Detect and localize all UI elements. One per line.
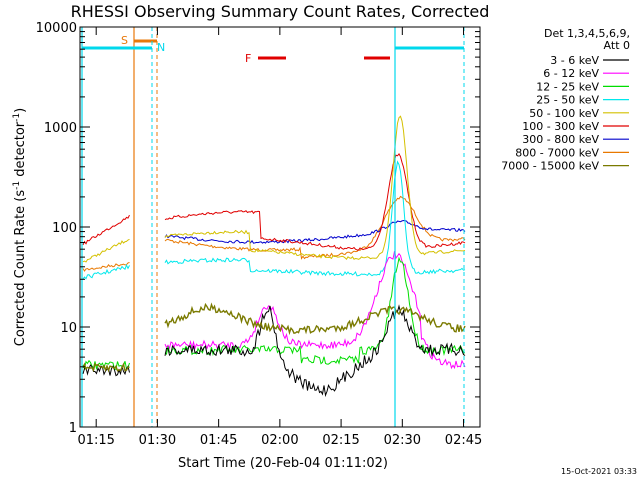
saa-flag-label: S	[121, 34, 128, 47]
legend-label: 6 - 12 keV	[543, 67, 599, 80]
y-tick-label: 1000	[44, 121, 77, 136]
legend-label: 300 - 800 keV	[522, 133, 599, 146]
y-tick-label: 10	[60, 321, 77, 336]
y-tick-label: 1	[69, 421, 77, 436]
plot-frame	[79, 26, 481, 428]
y-tick-label: 100	[52, 221, 77, 236]
x-tick-label: 02:15	[322, 433, 359, 448]
x-tick-label: 02:00	[261, 433, 298, 448]
legend-label: 12 - 25 keV	[536, 80, 599, 93]
legend-label: 3 - 6 keV	[550, 54, 599, 67]
trace-100-300	[164, 152, 466, 251]
trace-3-6	[164, 304, 466, 398]
axis-layer: 01:15 01:30 01:45 02:00 02:15 02:30 02:45 1 10 10…	[36, 21, 483, 448]
trace-800-7000	[82, 262, 130, 272]
legend-label: 100 - 300 keV	[522, 120, 599, 133]
plot-area: S N F 01:15 01:30 01:45 02:00 02:15 02:30 02:45 1…	[36, 21, 483, 448]
trace-25-50	[82, 263, 130, 280]
timestamp: 15-Oct-2021 03:33	[561, 467, 637, 476]
x-tick-label: 01:15	[77, 433, 114, 448]
legend-label: 800 - 7000 keV	[515, 146, 599, 159]
legend-label: 7000 - 15000 keV	[501, 160, 599, 173]
flare-flag-label: F	[245, 52, 251, 65]
x-tick-label: 02:30	[384, 433, 421, 448]
y-axis-label: Corrected Count Rate (s-1 detector-1)	[12, 108, 28, 346]
legend-label: 50 - 100 keV	[529, 107, 599, 120]
trace-25-50	[164, 160, 466, 277]
legend-header-line-1: Det 1,3,4,5,6,9,	[544, 27, 630, 40]
overlay-layer: S N F	[81, 27, 465, 427]
legend-header-line-2: Att 0	[604, 39, 630, 52]
x-axis-label: Start Time (20-Feb-04 01:11:02)	[178, 456, 388, 471]
night-flag-label: N	[157, 41, 165, 54]
trace-7000-15000	[82, 362, 130, 373]
x-tick-label: 01:45	[200, 433, 237, 448]
trace-50-100	[82, 238, 130, 263]
data-layer	[82, 115, 466, 398]
legend-label: 25 - 50 keV	[536, 94, 599, 107]
trace-100-300	[82, 214, 130, 246]
trace-800-7000	[164, 195, 466, 260]
trace-7000-15000	[164, 302, 466, 336]
chart-title: RHESSI Observing Summary Count Rates, Co…	[71, 2, 490, 21]
trace-6-12	[164, 251, 466, 370]
trace-12-25	[164, 256, 466, 365]
trace-50-100	[164, 115, 466, 260]
x-tick-label: 02:45	[445, 433, 482, 448]
x-tick-label: 01:30	[139, 433, 176, 448]
y-tick-label: 10000	[36, 21, 77, 36]
